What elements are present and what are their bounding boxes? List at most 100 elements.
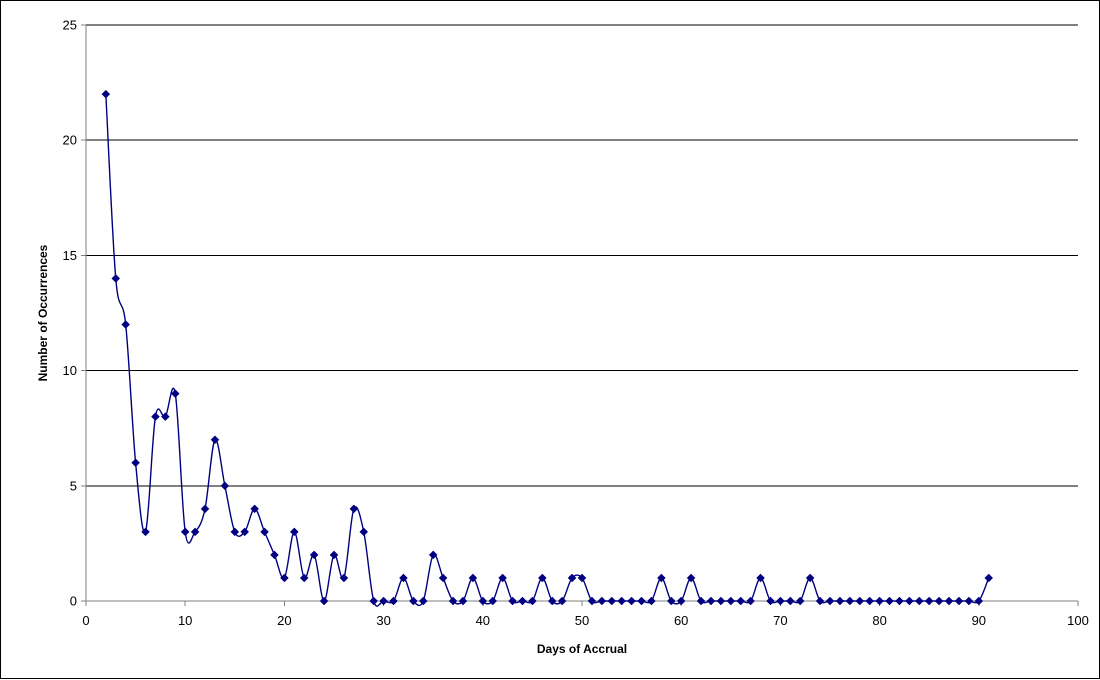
y-tick-label: 0 (70, 594, 77, 609)
data-point-marker (637, 596, 646, 606)
data-point-marker (131, 458, 140, 468)
data-point-marker (657, 573, 666, 583)
x-tick-label: 0 (82, 613, 89, 628)
data-point-marker (319, 596, 329, 606)
data-point-marker (766, 596, 775, 606)
data-point-marker (706, 596, 716, 606)
data-point-marker (776, 596, 785, 606)
data-point-marker (785, 596, 795, 606)
y-axis-title: Number of Occurrences (36, 244, 50, 381)
gridlines (86, 24, 1078, 487)
data-point-marker (498, 573, 507, 583)
data-point-marker (647, 596, 656, 606)
data-point-marker (458, 596, 468, 606)
data-point-marker (260, 527, 269, 537)
data-point-marker (865, 596, 875, 606)
data-point-marker (905, 596, 914, 606)
data-point-marker (121, 320, 131, 329)
data-point-marker (448, 596, 458, 606)
data-point-marker (954, 596, 964, 606)
data-point-marker (488, 596, 498, 606)
data-point-marker (736, 596, 746, 606)
data-point-marker (944, 596, 954, 606)
x-tick-label: 100 (1067, 613, 1089, 628)
data-point-marker (597, 596, 607, 606)
data-point-marker (339, 573, 349, 583)
series (101, 89, 994, 607)
data-point-marker (964, 596, 974, 606)
x-tick-label: 90 (972, 613, 986, 628)
data-point-marker (289, 527, 299, 537)
y-tick-label: 5 (70, 478, 77, 493)
axes (81, 24, 1079, 606)
data-point-marker (617, 596, 627, 606)
x-tick-label: 10 (178, 613, 192, 628)
x-tick-labels: 0 10 20 30 40 50 60 70 80 90 100 (82, 613, 1088, 628)
data-point-marker (111, 274, 121, 283)
data-point-marker (270, 550, 279, 560)
data-point-marker (428, 550, 438, 560)
data-point-marker (101, 89, 111, 99)
data-point-marker (309, 550, 319, 560)
data-point-marker (478, 596, 488, 606)
data-point-marker (190, 527, 200, 537)
y-tick-label: 20 (63, 133, 77, 148)
data-point-marker (418, 596, 428, 606)
data-point-marker (835, 596, 845, 606)
x-tick-label: 50 (575, 613, 589, 628)
y-tick-label: 10 (63, 363, 77, 378)
data-point-marker (240, 527, 250, 537)
data-point-marker (577, 573, 587, 583)
y-tick-label: 25 (63, 18, 77, 33)
data-point-marker (607, 596, 617, 606)
x-axis-title: Days of Accrual (537, 642, 627, 656)
data-point-marker (924, 596, 934, 606)
data-point-marker (438, 573, 448, 583)
data-point-marker (210, 435, 220, 445)
data-point-marker (805, 573, 815, 583)
data-point-marker (468, 573, 478, 583)
data-point-marker (855, 596, 865, 606)
data-point-marker (220, 481, 230, 491)
data-point-marker (369, 596, 379, 606)
data-point-marker (359, 527, 369, 537)
data-point-marker (895, 596, 904, 606)
data-point-marker (329, 550, 339, 560)
data-point-marker (875, 596, 884, 606)
data-point-marker (716, 596, 726, 606)
data-point-marker (815, 596, 825, 606)
data-point-marker (508, 596, 517, 606)
data-point-marker (547, 596, 557, 606)
data-point-marker (696, 596, 706, 606)
data-point-marker (726, 596, 736, 606)
data-point-marker (627, 596, 636, 606)
data-point-marker (528, 596, 537, 606)
y-tick-label: 15 (63, 248, 77, 263)
data-point-marker (389, 596, 398, 606)
data-point-marker (914, 596, 924, 606)
x-tick-label: 60 (674, 613, 688, 628)
data-point-marker (250, 504, 259, 514)
data-point-marker (379, 596, 388, 606)
data-point-marker (161, 412, 170, 422)
data-point-marker (885, 596, 894, 606)
data-point-marker (299, 573, 309, 583)
data-point-marker (349, 504, 359, 514)
data-point-marker (567, 573, 577, 583)
data-point-marker (984, 573, 994, 583)
data-point-marker (676, 596, 686, 606)
data-point-marker (756, 573, 765, 583)
data-point-marker (934, 596, 944, 606)
x-tick-label: 40 (476, 613, 490, 628)
data-point-marker (795, 596, 805, 606)
data-point-marker (409, 596, 418, 606)
x-tick-label: 20 (277, 613, 291, 628)
data-point-marker (666, 596, 676, 606)
data-point-marker (974, 596, 984, 606)
data-point-marker (845, 596, 855, 606)
data-point-marker (141, 527, 150, 537)
data-point-marker (557, 596, 567, 606)
x-tick-label: 80 (872, 613, 886, 628)
